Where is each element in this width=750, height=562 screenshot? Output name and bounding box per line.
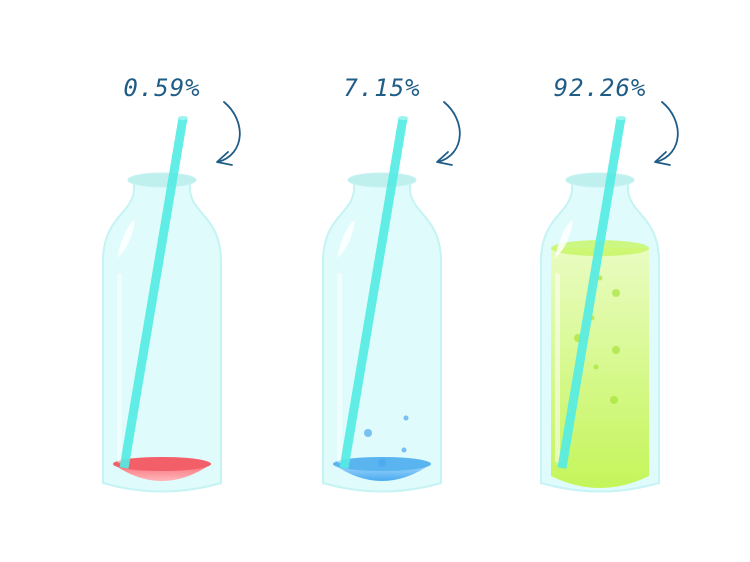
bubble (378, 459, 386, 467)
liquid-3 (551, 248, 649, 488)
bubble (612, 346, 620, 354)
glass-highlight (337, 273, 342, 463)
glass-highlight (555, 273, 560, 463)
bubble (610, 396, 618, 404)
arrow-head-3 (654, 151, 671, 166)
liquid-surface-1 (113, 457, 211, 471)
arrow-3 (655, 101, 679, 163)
value-label-1: 0.59% (123, 74, 200, 102)
bottle-mouth-2 (347, 172, 417, 188)
bubble (403, 415, 409, 421)
glass-highlight (117, 273, 122, 463)
straw-3 (557, 117, 626, 469)
arrow-1 (217, 101, 241, 163)
straw-2 (339, 117, 408, 469)
arrow-head-1 (216, 151, 233, 166)
bubble (364, 429, 372, 437)
bubble (612, 289, 620, 297)
glass-highlight (337, 220, 355, 258)
glass-highlight (117, 220, 135, 258)
arrow-head-2 (436, 151, 453, 166)
straw-top-1 (178, 116, 188, 120)
value-label-2: 7.15% (343, 74, 420, 102)
straw-1 (119, 117, 188, 469)
glass-highlight (555, 220, 573, 258)
straw-top-2 (398, 116, 408, 120)
bubble (401, 447, 407, 453)
value-label-3: 92.26% (554, 74, 647, 102)
bottle-mouth-1 (127, 172, 197, 188)
bubble (593, 364, 599, 370)
bottle-mouth-3 (565, 172, 635, 188)
straw-top-3 (616, 116, 626, 120)
arrow-2 (437, 101, 461, 163)
